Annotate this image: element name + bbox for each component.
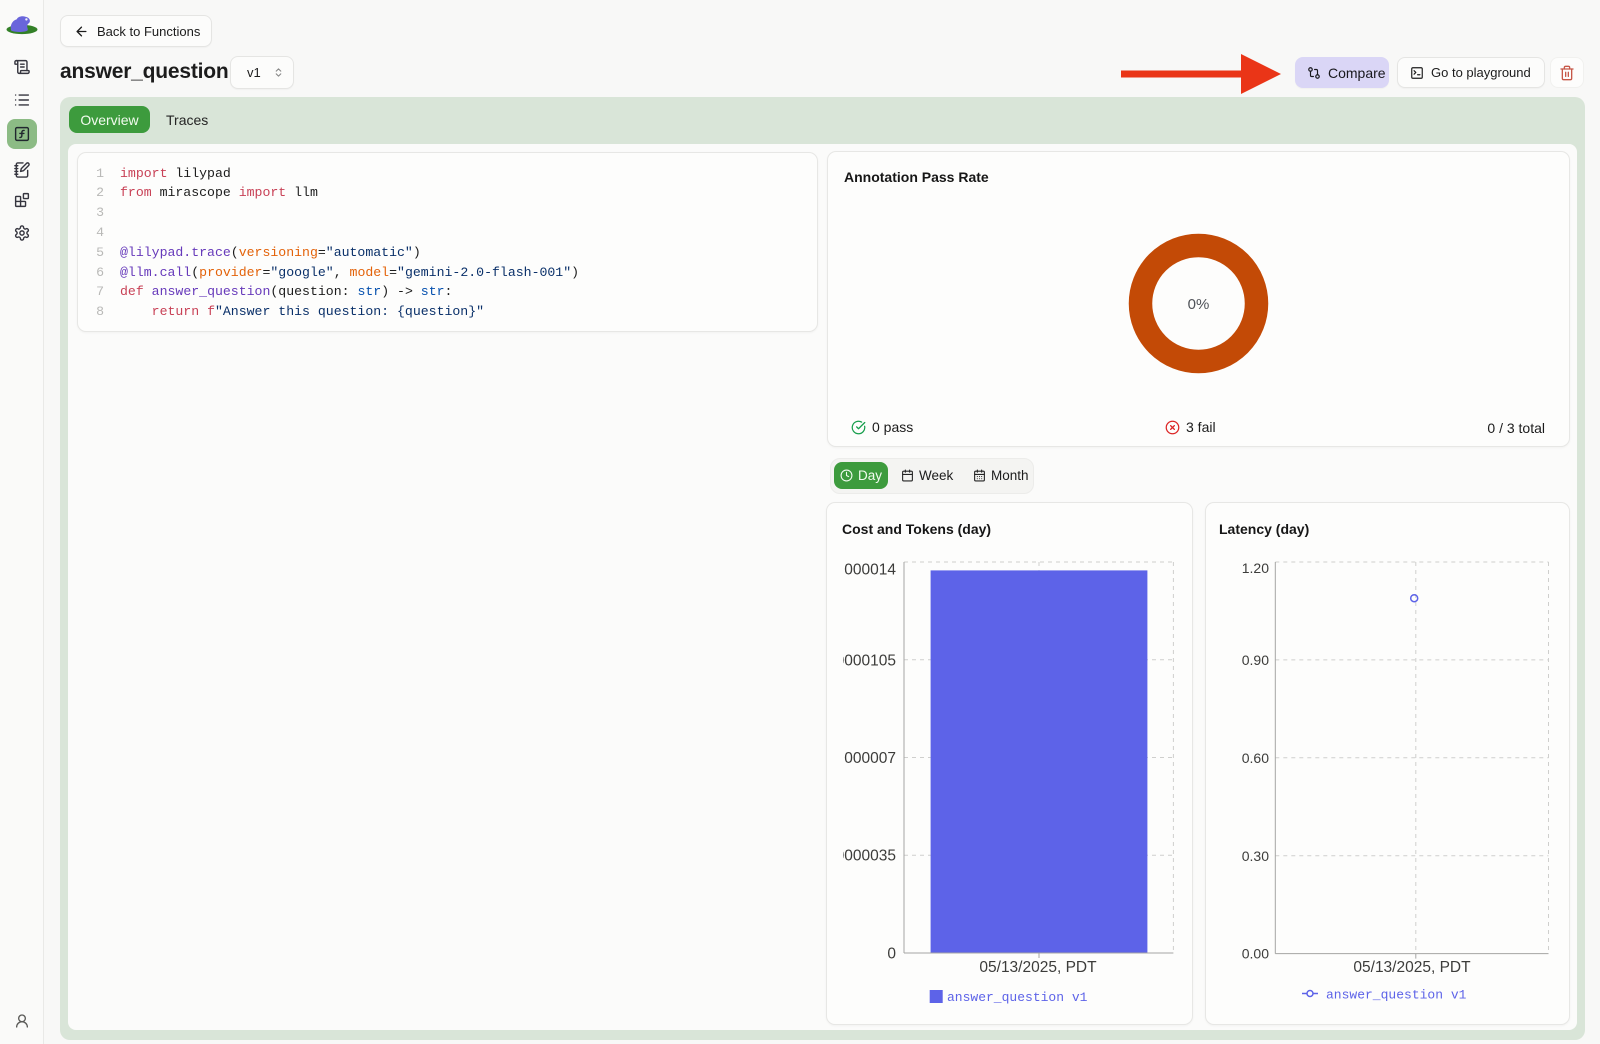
- svg-text:0.60: 0.60: [1242, 750, 1269, 766]
- svg-text:1.20: 1.20: [1242, 560, 1269, 576]
- svg-text:05/13/2025, PDT: 05/13/2025, PDT: [1353, 959, 1471, 976]
- svg-text:0: 0: [887, 946, 896, 963]
- svg-text:0.00: 0.00: [1242, 946, 1269, 962]
- svg-text:0.000007: 0.000007: [831, 750, 896, 767]
- svg-text:05/13/2025, PDT: 05/13/2025, PDT: [979, 959, 1097, 976]
- svg-text:answer_question v1: answer_question v1: [1326, 988, 1467, 1003]
- svg-text:0%: 0%: [1188, 296, 1210, 313]
- svg-text:answer_question v1: answer_question v1: [947, 990, 1088, 1005]
- svg-text:0.0000035: 0.0000035: [827, 848, 896, 865]
- svg-text:0.000014: 0.000014: [831, 562, 896, 579]
- svg-text:0.0000105: 0.0000105: [827, 653, 896, 670]
- svg-text:0.90: 0.90: [1242, 652, 1269, 668]
- svg-text:0.30: 0.30: [1242, 848, 1269, 864]
